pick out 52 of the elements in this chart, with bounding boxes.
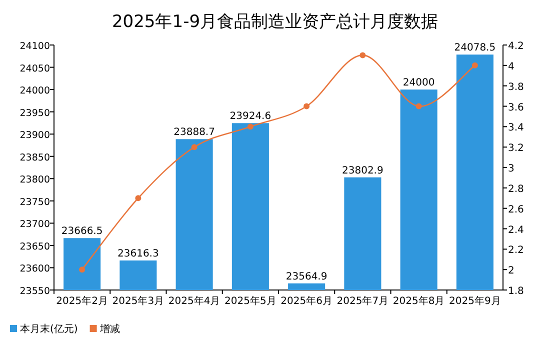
point <box>416 103 422 110</box>
y2-tick-label: 3.8 <box>508 82 524 93</box>
y-tick-label: 23600 <box>20 264 50 275</box>
x-tick-label: 2025年3月 <box>112 295 164 307</box>
data-label: 23666.5 <box>61 226 103 238</box>
point <box>247 124 254 130</box>
x-tick-label: 2025年8月 <box>392 295 445 307</box>
x-tick-label: 2025年2月 <box>56 295 108 307</box>
y-tick-label: 24000 <box>20 86 50 97</box>
x-tick-label: 2025年6月 <box>280 295 332 307</box>
point <box>79 266 86 273</box>
y2-tick-label: 1.8 <box>508 286 524 297</box>
x-tick-label: 2025年4月 <box>168 295 220 307</box>
x-tick-label: 2025年9月 <box>449 295 501 307</box>
data-label: 23802.9 <box>342 165 384 176</box>
y-tick-label: 23700 <box>20 219 50 230</box>
y2-tick-label: 3.2 <box>508 143 524 154</box>
y2-tick-label: 3 <box>508 164 514 174</box>
y-tick-label: 23950 <box>20 108 50 119</box>
y-tick-label: 23850 <box>20 152 50 164</box>
y-tick-label: 23900 <box>20 130 50 142</box>
y2-tick-label: 2.4 <box>508 224 524 236</box>
y-tick-label: 24050 <box>20 63 50 74</box>
legend-label: 增减 <box>98 323 120 335</box>
x-tick-label: 2025年7月 <box>336 295 389 307</box>
y2-tick-label: 2.8 <box>508 184 524 195</box>
point <box>304 103 310 110</box>
y2-tick-label: 3.4 <box>508 122 524 134</box>
point <box>472 62 478 68</box>
y2-tick-label: 4.2 <box>508 41 524 52</box>
y-tick-label: 23800 <box>20 174 50 186</box>
chart-title: 2025年1-9月食品制造业资产总计月度数据 <box>112 12 438 32</box>
y-tick-label: 23550 <box>20 286 50 297</box>
legend-label: 本月末(亿元) <box>20 323 78 335</box>
point <box>135 195 142 202</box>
y2-tick-label: 2 <box>508 266 514 277</box>
data-label: 23888.7 <box>174 127 215 138</box>
data-label: 24078.5 <box>454 42 496 54</box>
y-tick-label: 23750 <box>20 196 50 208</box>
point <box>360 52 366 58</box>
data-label: 24000 <box>402 78 435 89</box>
y2-tick-label: 3.6 <box>508 102 524 114</box>
data-label: 23616.3 <box>118 248 159 260</box>
point <box>191 144 198 150</box>
data-label: 23564.9 <box>286 271 328 282</box>
y2-tick-label: 2.6 <box>508 204 524 216</box>
x-tick-label: 2025年5月 <box>224 295 276 307</box>
data-label: 23924.6 <box>230 111 272 122</box>
y2-tick-label: 4 <box>508 61 514 72</box>
y-tick-label: 23650 <box>20 241 50 252</box>
y2-tick-label: 2.2 <box>508 245 524 256</box>
y-tick-label: 24100 <box>20 41 50 52</box>
